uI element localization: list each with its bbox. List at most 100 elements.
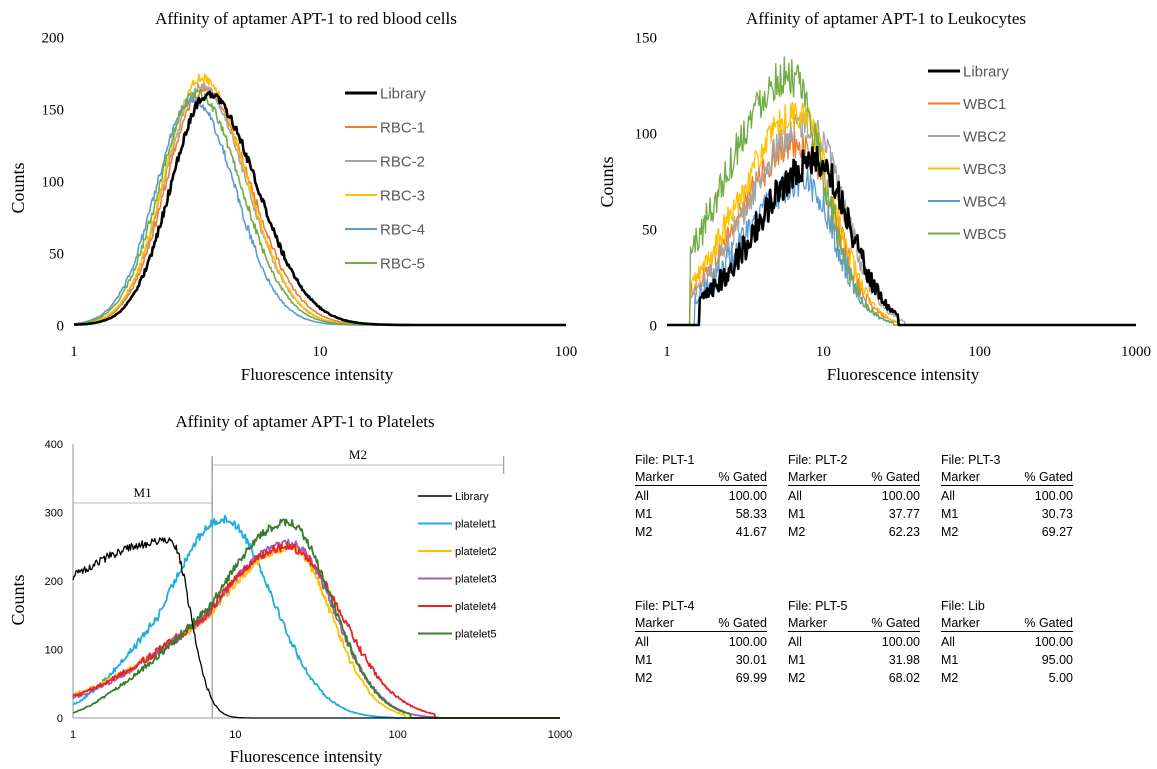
marker-cell: All [788,489,802,503]
gating-table-file: File: PLT-1 [635,453,695,467]
x-tick-label: 10 [229,729,241,741]
gated-cell: 41.67 [735,525,767,539]
gated-cell: 100.00 [881,489,920,503]
gated-cell: 30.01 [735,653,767,667]
wbc-chart-title: Affinity of aptamer APT-1 to Leukocytes [746,9,1026,28]
legend-label: WBC2 [963,128,1006,145]
x-tick-label: 100 [555,344,578,360]
x-tick-label: 10 [313,344,328,360]
gating-row: M2 62.23 [788,523,920,541]
marker-header: Marker [941,616,980,630]
gated-cell: 69.99 [735,671,767,685]
series-line-library [73,90,567,327]
marker-header: Marker [941,470,980,484]
y-tick-label: 50 [49,246,64,262]
marker-cell: All [941,489,955,503]
gated-cell: 5.00 [1048,671,1073,685]
marker-gate-label: M1 [134,485,152,500]
legend-label: platelet4 [455,601,497,613]
legend-label: RBC-1 [380,119,425,136]
gating-table-file: File: Lib [941,599,985,613]
y-tick-label: 0 [57,318,65,334]
legend-label: WBC3 [963,161,1006,178]
marker-cell: M1 [635,653,653,667]
x-tick-label: 100 [968,344,991,360]
gating-row: M1 30.73 [941,505,1073,523]
y-tick-label: 200 [42,30,65,46]
x-tick-label: 1 [663,344,671,360]
gating-row: All 100.00 [635,633,767,651]
y-tick-label: 150 [42,102,65,118]
marker-cell: M1 [788,507,806,521]
marker-gate-label: M2 [349,447,367,462]
y-tick-label: 50 [642,222,657,238]
gating-table-header: Marker % Gated [941,469,1073,486]
marker-cell: M2 [941,671,959,685]
platelet-y-axis-label: Counts [8,574,28,625]
gated-header: % Gated [1024,616,1073,630]
marker-cell: M1 [635,507,653,521]
gated-cell: 100.00 [728,635,767,649]
gating-row: M1 37.77 [788,505,920,523]
y-tick-label: 0 [650,318,658,334]
legend-label: WBC1 [963,96,1006,113]
series-line-rbc-3 [73,73,566,326]
gating-table-header: Marker % Gated [635,615,767,632]
y-tick-label: 200 [45,576,63,588]
gated-cell: 100.00 [1034,489,1073,503]
gating-table-header: Marker % Gated [635,469,767,486]
gating-row: M1 31.98 [788,651,920,669]
gating-row: All 100.00 [788,633,920,651]
legend-label: Library [455,491,489,503]
legend-label: RBC-2 [380,153,425,170]
gating-row: M2 69.27 [941,523,1073,541]
rbc-plot-area: 0 50 100 150 200 1 10 100 [42,30,578,360]
y-tick-label: 300 [45,507,63,519]
marker-cell: M1 [941,653,959,667]
marker-cell: All [635,489,649,503]
marker-cell: M2 [788,671,806,685]
platelet-x-axis-label: Fluorescence intensity [230,747,383,766]
gating-row: All 100.00 [941,633,1073,651]
series-line-wbc3 [667,101,1136,326]
gating-table-lib: File: Lib Marker % Gated All 100.00 M1 95.0… [941,597,1073,687]
series-line-wbc5 [667,56,1136,326]
gating-row: M2 41.67 [635,523,767,541]
gating-table-plt2: File: PLT-2 Marker % Gated All 100.00 M1 37… [788,451,920,541]
gated-header: % Gated [871,470,920,484]
y-tick-label: 400 [45,439,63,451]
gating-row: M1 58.33 [635,505,767,523]
gating-table-plt3: File: PLT-3 Marker % Gated All 100.00 M1 30… [941,451,1073,541]
wbc-plot-area: 0 50 100 150 1 10 100 1000 [635,30,1152,360]
gating-table-plt5: File: PLT-5 Marker % Gated All 100.00 M1 31… [788,597,920,687]
gating-table-file: File: PLT-3 [941,453,1001,467]
gating-table-header: Marker % Gated [941,615,1073,632]
gating-table-header: Marker % Gated [788,615,920,632]
gated-cell: 58.33 [735,507,767,521]
gated-cell: 68.02 [888,671,920,685]
gating-table-file: File: PLT-2 [788,453,848,467]
legend-label: platelet1 [455,518,497,530]
y-tick-label: 100 [635,126,658,142]
gated-cell: 31.98 [888,653,920,667]
rbc-x-axis-label: Fluorescence intensity [241,365,394,384]
marker-header: Marker [635,616,674,630]
x-tick-label: 1 [70,344,78,360]
marker-header: Marker [788,616,827,630]
gating-row: All 100.00 [941,487,1073,505]
gating-row: M2 68.02 [788,669,920,687]
gating-row: All 100.00 [635,487,767,505]
x-tick-label: 100 [388,729,406,741]
legend-label: RBC-3 [380,187,425,204]
y-tick-label: 0 [57,713,63,725]
gated-cell: 69.27 [1041,525,1073,539]
gated-header: % Gated [1024,470,1073,484]
marker-cell: M2 [635,525,653,539]
platelet-plot-area: 0 100 200 300 400 1 10 100 1000 [45,439,573,741]
legend-label: WBC5 [963,226,1006,243]
legend-label: platelet5 [455,628,497,640]
gating-row: M1 30.01 [635,651,767,669]
series-line-rbc-4 [73,93,566,326]
legend-label: platelet2 [455,546,497,558]
x-tick-label: 1 [70,729,76,741]
